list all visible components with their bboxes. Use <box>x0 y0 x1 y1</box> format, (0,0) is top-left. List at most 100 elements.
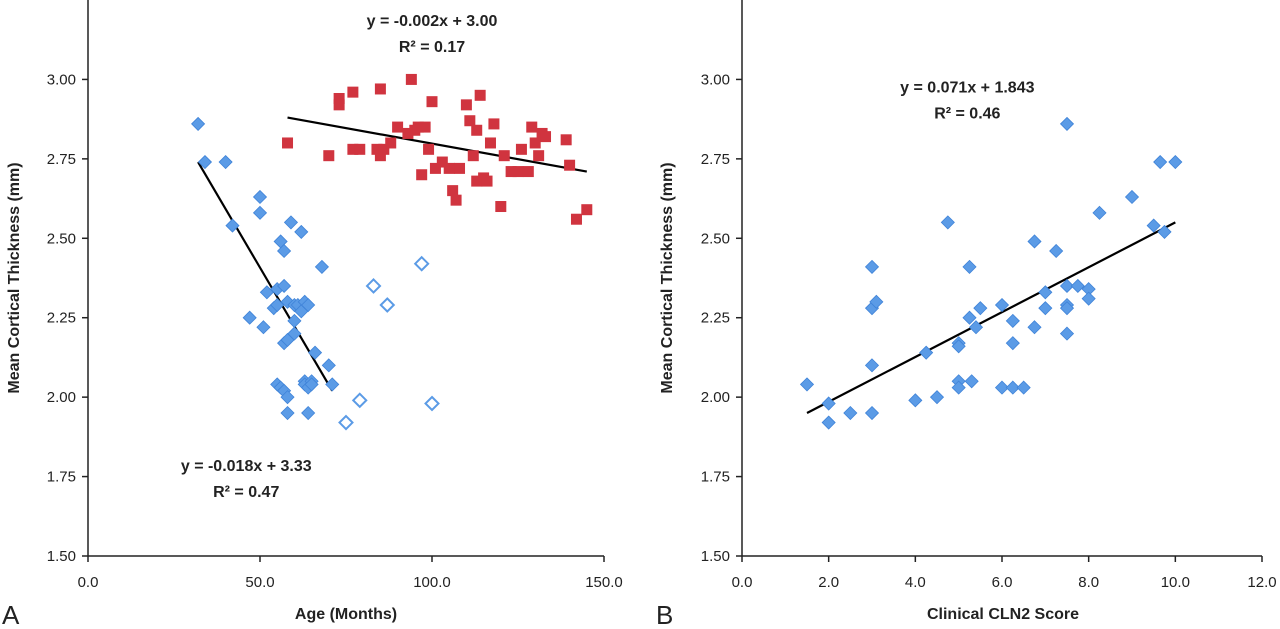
panel-b-diamond-point <box>869 294 884 309</box>
panel-b-y-tick-label: 1.50 <box>701 548 730 565</box>
panel-b-diamond-point <box>864 405 880 421</box>
panel-a-square-point <box>354 143 366 155</box>
panel-a-square-point <box>471 175 483 187</box>
panel-a-square-point <box>495 201 507 213</box>
panel-a-annotation-line: R² = 0.17 <box>399 39 465 56</box>
panel-a-annotation-line: R² = 0.47 <box>213 484 279 501</box>
panel-b-diamond-point <box>1005 380 1020 395</box>
panel-a-square-point <box>488 118 500 130</box>
panel-a-square-point <box>429 162 441 174</box>
panel-b-diamond-point <box>1038 285 1053 300</box>
panel-a-square-point <box>374 83 386 95</box>
panel-a-square-point <box>450 194 462 206</box>
panel-a-square-point <box>498 150 510 162</box>
panel-a-square-point <box>529 137 541 149</box>
panel-b-y-axis-title: Mean Cortical Thickness (mm) <box>659 162 676 393</box>
panel-a-diamond-point <box>225 218 240 233</box>
panel-a-diamond-point <box>277 243 292 259</box>
panel-b-y-tick-label: 2.25 <box>701 310 730 327</box>
panel-a-square-point <box>484 137 496 149</box>
panel-b-chart: 1.50 1.75 2.00 2.25 2.50 2.75 3.00 0.0 2.0 4.0 6.… <box>656 0 1277 629</box>
panel-a-x-ticks: 0.0 50.0 100.0 150.0 <box>78 556 623 591</box>
panel-a-square-point <box>447 185 459 197</box>
panel-b-diamond-point <box>962 259 977 274</box>
panel-a-square-point <box>522 166 534 178</box>
panel-a-annotation-line: y = -0.018x + 3.33 <box>181 458 312 475</box>
panel-b-diamond-point <box>821 396 836 411</box>
panel-a-square-point <box>385 137 397 149</box>
panel-a-trendlines <box>197 116 587 392</box>
panel-b-x-tick-label: 8.0 <box>1078 574 1099 591</box>
panel-b-annotation-line: R² = 0.46 <box>934 106 1000 123</box>
panel-b-x-tick-label: 6.0 <box>992 574 1013 591</box>
panel-a-y-axis-title: Mean Cortical Thickness (mm) <box>6 162 23 393</box>
panel-a-x-tick-label: 100.0 <box>413 574 451 591</box>
panel-a-square-point <box>481 175 493 187</box>
panel-a-y-tick-label: 2.25 <box>47 310 76 327</box>
panel-a-diamond-point <box>197 154 213 170</box>
panel-b-diamond-point <box>994 297 1010 313</box>
panel-a-square-point <box>526 121 538 133</box>
panel-b-points <box>799 116 1183 430</box>
panel-a-diamond-point <box>242 310 257 325</box>
panel-b-diamond-point <box>1059 278 1075 294</box>
panel-b-diamond-point <box>1070 278 1085 294</box>
panel-a-diamond-point <box>256 320 271 335</box>
panel-a-annotation-line: y = -0.002x + 3.00 <box>367 13 498 30</box>
panel-a-open-diamond-point <box>351 392 368 409</box>
panel-a-square-point <box>581 204 593 216</box>
panel-a-square-point <box>392 121 404 133</box>
panel-a-square-point <box>323 150 335 162</box>
panel-a-x-axis-title: Age (Months) <box>295 606 397 623</box>
panel-b-diamond-point <box>1038 301 1053 316</box>
panel-a-square-point <box>416 169 428 181</box>
panel-a-square-point <box>505 166 517 178</box>
panel-b-diamond-point <box>1153 154 1168 170</box>
panel-b-y-ticks: 1.50 1.75 2.00 2.25 2.50 2.75 3.00 <box>701 71 742 565</box>
panel-a-square-point <box>460 99 472 111</box>
panel-a-diamond-point <box>283 215 299 230</box>
panel-b-diamond-point <box>1059 116 1075 131</box>
panel-a-open-diamond-point <box>424 395 440 412</box>
panel-a-square-point <box>347 143 359 155</box>
panel-a-square-point <box>436 156 448 168</box>
panel-a-square-point <box>443 162 455 174</box>
panel-b-y-tick-label: 2.50 <box>701 230 730 247</box>
panel-b-diamond-point <box>1168 154 1183 170</box>
panel-b-diamond-point <box>1146 218 1161 233</box>
panel-a-diamond-point <box>218 154 233 170</box>
panel-b-diamond-point <box>968 320 984 335</box>
panel-a-square-point <box>333 92 345 104</box>
panel-b-diamond-point <box>951 380 966 395</box>
panel-b-x-tick-label: 12.0 <box>1247 574 1276 591</box>
panel-b-diamond-point <box>973 301 988 316</box>
panel-a-diamond-point <box>252 205 268 220</box>
panel-a-square-point <box>564 159 576 171</box>
panel-a-y-tick-label: 1.75 <box>47 469 76 486</box>
panel-b-diamond-point <box>908 393 923 408</box>
panel-a-square-point <box>467 150 479 162</box>
panel-b-diamond-point <box>1016 380 1031 395</box>
panel-b-annotations: y = 0.071x + 1.843 R² = 0.46 <box>900 80 1034 123</box>
panel-b-trendline <box>806 221 1176 415</box>
panel-b-y-tick-label: 1.75 <box>701 469 730 486</box>
panel-a-square-point <box>560 134 572 146</box>
panel-a-diamond-point <box>277 278 292 294</box>
panel-a-square-point <box>333 99 345 111</box>
panel-b-diamond-point <box>843 405 858 421</box>
panel-a-square-point <box>419 121 431 133</box>
panel-a-square-point <box>464 115 476 127</box>
panel-b-x-tick-label: 10.0 <box>1161 574 1190 591</box>
panel-a-diamond-point <box>280 405 295 421</box>
panel-b-diamond-point <box>821 415 836 430</box>
panel-a-y-ticks: 1.50 1.75 2.00 2.25 2.50 2.75 3.00 <box>47 71 88 565</box>
panel-b-diamond-point <box>1124 189 1140 205</box>
panel-a-y-tick-label: 3.00 <box>47 71 76 88</box>
panel-b-letter: B <box>656 600 673 629</box>
panel-a-y-tick-label: 1.50 <box>47 548 76 565</box>
panel-a-y-tick-label: 2.75 <box>47 151 76 168</box>
panel-a-square-point <box>405 73 417 85</box>
panel-b-diamond-point <box>940 215 955 230</box>
panel-a-y-tick-label: 2.00 <box>47 389 76 406</box>
